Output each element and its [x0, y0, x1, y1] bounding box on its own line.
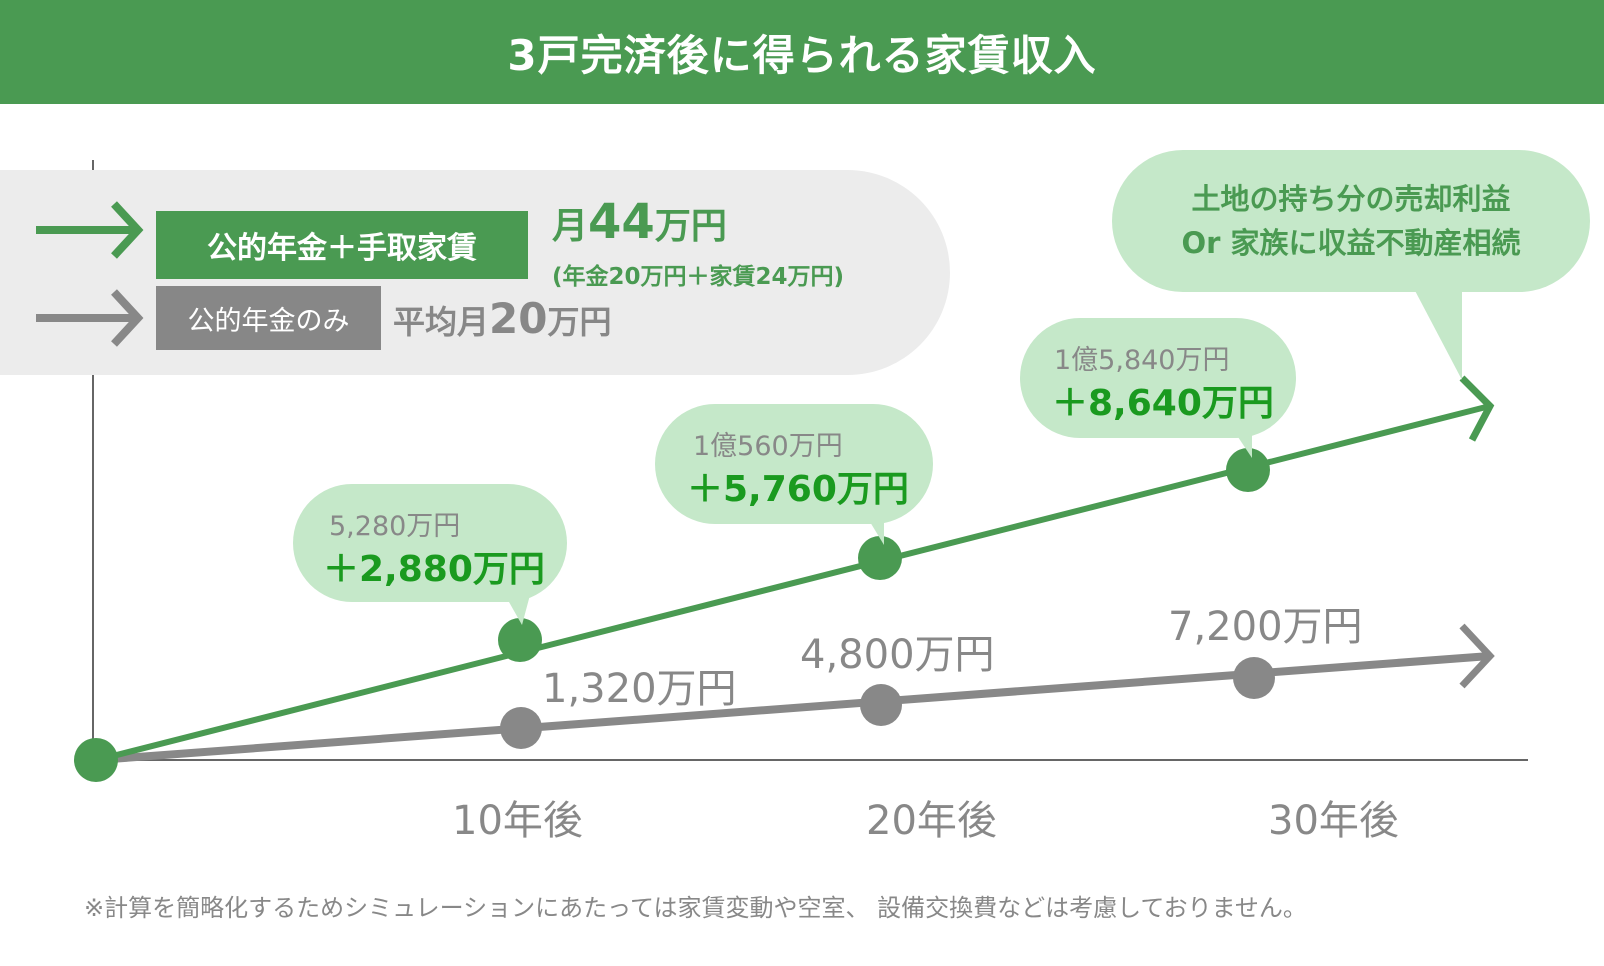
legend-tag-gray: 公的年金のみ	[156, 286, 381, 350]
x-tick-20: 20年後	[866, 798, 997, 844]
annotation-bubble: 土地の持ち分の売却利益 Or 家族に収益不動産相続	[1112, 150, 1590, 292]
arrow-right-icon	[36, 201, 144, 259]
legend-breakdown: (年金20万円＋家賃24万円)	[552, 264, 845, 290]
origin-point	[74, 738, 118, 782]
gray-point-30	[1233, 657, 1275, 699]
legend-item-gray: 公的年金のみ 平均月20万円	[156, 286, 611, 350]
gray-label-10: 1,320万円	[542, 666, 737, 712]
chart-title: 3戸完済後に得られる家賃収入	[507, 30, 1097, 80]
green-bubble-10: 5,280万円 ＋2,880万円	[293, 484, 567, 602]
footnote: ※計算を簡略化するためシミュレーションにあたっては家賃変動や空室、 設備交換費な…	[84, 894, 1307, 922]
legend-value-green: 月44万円	[552, 194, 727, 250]
legend-tag-green: 公的年金＋手取家賃	[156, 210, 528, 279]
gray-label-20: 4,800万円	[800, 632, 995, 678]
green-series	[74, 375, 1495, 782]
green-point-30	[1226, 448, 1270, 492]
gray-label-30: 7,200万円	[1168, 604, 1363, 650]
arrow-right-icon	[36, 289, 144, 347]
green-point-20	[858, 536, 902, 580]
gray-point-10	[500, 707, 542, 749]
legend-arrows	[36, 201, 144, 347]
legend-value-gray: 平均月20万円	[393, 293, 612, 343]
x-tick-10: 10年後	[452, 798, 583, 844]
green-point-10	[498, 618, 542, 662]
x-tick-30: 30年後	[1268, 798, 1399, 844]
title-banner: 3戸完済後に得られる家賃収入	[0, 0, 1604, 104]
green-bubble-30: 1億5,840万円 ＋8,640万円	[1020, 318, 1296, 438]
green-bubble-20: 1億560万円 ＋5,760万円	[655, 404, 933, 524]
gray-point-20	[860, 684, 902, 726]
gray-series	[96, 623, 1495, 764]
legend-item-green: 公的年金＋手取家賃 月44万円 (年金20万円＋家賃24万円)	[156, 198, 844, 291]
